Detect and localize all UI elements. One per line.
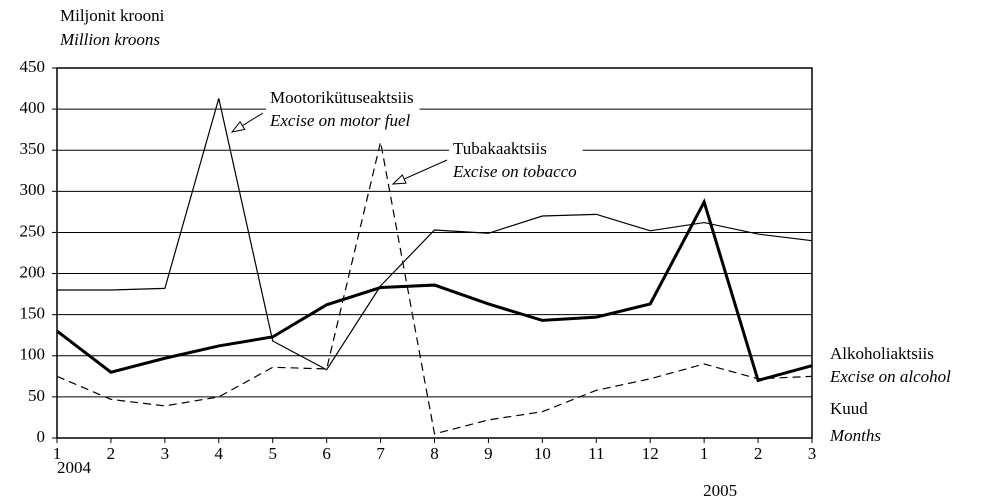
series-label-en: Excise on tobacco (452, 162, 577, 181)
y-axis-label: Miljonit krooni (60, 6, 165, 25)
series-label-en: Excise on alcohol (829, 367, 951, 386)
x-tick-label: 2 (107, 444, 116, 463)
y-axis-label-en: Million kroons (59, 30, 160, 49)
series-label: Mootorikütuseaktsiis (270, 88, 414, 107)
series-line (56, 198, 813, 383)
series-label: Alkoholiaktsiis (830, 344, 934, 363)
x-tick-label: 4 (215, 444, 224, 463)
x-tick-label: 11 (588, 444, 604, 463)
y-tick-label: 250 (20, 221, 46, 240)
y-tick-label: 200 (20, 262, 46, 281)
arrow-head (391, 174, 407, 185)
year-label: 2005 (703, 481, 737, 498)
x-tick-label: 8 (430, 444, 439, 463)
x-tick-label: 9 (484, 444, 493, 463)
x-tick-label: 12 (642, 444, 659, 463)
plot-frame (56, 67, 813, 439)
y-tick-label: 300 (20, 180, 46, 199)
x-tick-label: 1 (53, 444, 62, 463)
y-tick-label: 350 (20, 139, 46, 158)
x-tick-label: 10 (534, 444, 551, 463)
series-line (57, 98, 813, 371)
y-tick-label: 150 (20, 304, 46, 323)
y-tick-label: 450 (20, 57, 46, 76)
x-axis-label: Kuud (830, 399, 868, 418)
y-tick-label: 50 (28, 386, 45, 405)
y-tick-label: 400 (20, 98, 46, 117)
series-label: Tubakaaktsiis (453, 139, 547, 158)
y-tick-label: 0 (37, 427, 46, 446)
x-tick-label: 2 (754, 444, 763, 463)
series-line (56, 141, 813, 435)
x-tick-label: 7 (376, 444, 385, 463)
x-axis-label-en: Months (829, 426, 881, 445)
y-tick-label: 100 (20, 345, 46, 364)
arrow-head (230, 120, 246, 133)
series-label-en: Excise on motor fuel (269, 111, 410, 130)
label-backdrop (449, 138, 583, 185)
x-tick-label: 3 (808, 444, 817, 463)
x-tick-label: 3 (161, 444, 170, 463)
label-backdrop (266, 87, 420, 134)
x-tick-label: 1 (700, 444, 709, 463)
x-tick-label: 5 (268, 444, 277, 463)
x-tick-label: 6 (322, 444, 331, 463)
year-label: 2004 (57, 458, 92, 477)
